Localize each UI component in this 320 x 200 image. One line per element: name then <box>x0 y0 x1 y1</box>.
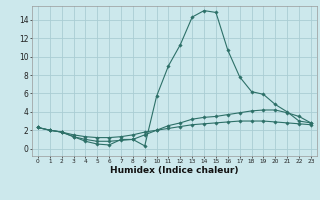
X-axis label: Humidex (Indice chaleur): Humidex (Indice chaleur) <box>110 166 239 175</box>
